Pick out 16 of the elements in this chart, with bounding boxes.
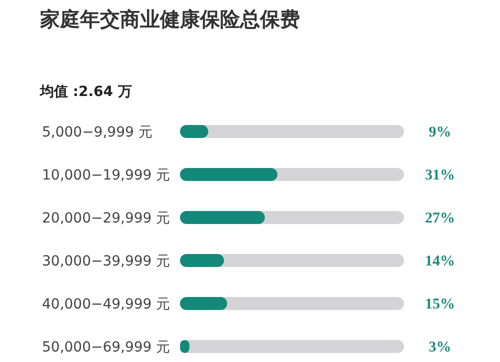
y-tick-label: 50,000−69,999 元 — [42, 339, 170, 356]
y-tick-label: 40,000−49,999 元 — [42, 296, 170, 312]
data-label: 31% — [425, 168, 455, 184]
data-label: 27% — [425, 210, 455, 226]
data-label: 9% — [428, 124, 452, 140]
y-tick-label: 30,000−39,999 元 — [42, 253, 170, 270]
data-label: 3% — [428, 340, 452, 356]
y-tick-label: 10,000−19,999 元 — [42, 167, 170, 184]
chart-subtitle: 均值 :2.64 万 — [40, 83, 132, 101]
data-label: 15% — [425, 296, 455, 312]
y-tick-label: 5,000−9,999 元 — [42, 124, 152, 140]
data-label: 14% — [425, 254, 455, 270]
chart-title: 家庭年交商业健康保险总保费 — [40, 6, 300, 33]
bar — [180, 297, 228, 310]
y-tick-label: 20,000−29,999 元 — [42, 210, 170, 226]
bar — [180, 254, 224, 267]
